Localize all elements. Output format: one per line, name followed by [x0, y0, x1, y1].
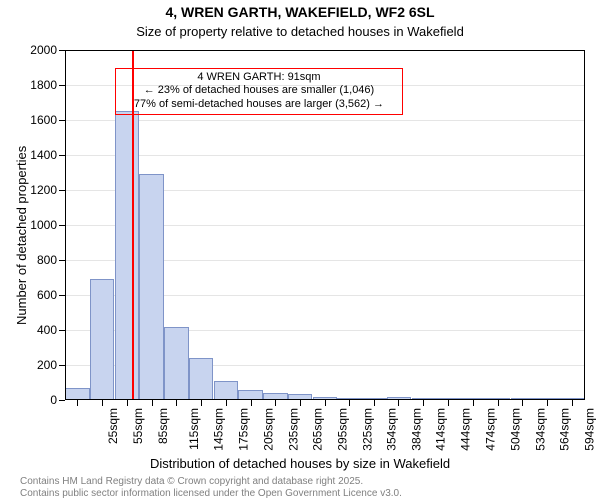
- y-tick-label: 1400: [30, 148, 57, 162]
- histogram-bar: [115, 111, 140, 400]
- x-tick: [498, 400, 499, 406]
- y-tick: [59, 85, 65, 86]
- y-tick: [59, 225, 65, 226]
- histogram-bar: [164, 327, 189, 401]
- x-tick: [448, 400, 449, 406]
- y-tick: [59, 330, 65, 331]
- annotation-line: 77% of semi-detached houses are larger (…: [122, 98, 397, 112]
- x-tick: [77, 400, 78, 406]
- y-tick-label: 1600: [30, 113, 57, 127]
- y-tick-label: 400: [37, 323, 57, 337]
- attribution-line-1: Contains HM Land Registry data © Crown c…: [20, 476, 363, 487]
- x-tick: [152, 400, 153, 406]
- attribution-line-2: Contains public sector information licen…: [20, 488, 402, 499]
- x-tick-label: 474sqm: [484, 408, 498, 451]
- y-tick: [59, 190, 65, 191]
- histogram-bar: [139, 174, 164, 400]
- x-tick-label: 444sqm: [459, 408, 473, 451]
- x-tick: [300, 400, 301, 406]
- y-tick-label: 1800: [30, 78, 57, 92]
- x-tick-label: 504sqm: [508, 408, 522, 451]
- x-tick-label: 564sqm: [558, 408, 572, 451]
- y-tick: [59, 260, 65, 261]
- x-tick-label: 205sqm: [262, 408, 276, 451]
- y-axis-label: Number of detached properties: [14, 146, 29, 325]
- x-tick-label: 265sqm: [311, 408, 325, 451]
- x-tick: [349, 400, 350, 406]
- y-tick-label: 2000: [30, 43, 57, 57]
- histogram-bar: [90, 279, 115, 400]
- histogram-bar: [238, 390, 263, 400]
- x-tick-label: 325sqm: [361, 408, 375, 451]
- annotation-line: ← 23% of detached houses are smaller (1,…: [122, 84, 397, 98]
- y-tick: [59, 120, 65, 121]
- x-tick: [547, 400, 548, 406]
- y-tick-label: 1200: [30, 183, 57, 197]
- histogram-bar: [263, 393, 288, 400]
- chart-subtitle: Size of property relative to detached ho…: [0, 24, 600, 39]
- x-tick: [423, 400, 424, 406]
- y-tick: [59, 50, 65, 51]
- x-tick-label: 145sqm: [212, 408, 226, 451]
- x-tick: [102, 400, 103, 406]
- figure: 4, WREN GARTH, WAKEFIELD, WF2 6SL Size o…: [0, 0, 600, 500]
- y-tick: [59, 400, 65, 401]
- x-tick-label: 85sqm: [156, 408, 170, 444]
- x-tick-label: 354sqm: [385, 408, 399, 451]
- x-tick-label: 25sqm: [106, 408, 120, 444]
- gridline: [65, 155, 585, 156]
- x-tick-label: 534sqm: [533, 408, 547, 451]
- x-tick: [398, 400, 399, 406]
- x-tick: [275, 400, 276, 406]
- y-tick-label: 200: [37, 358, 57, 372]
- x-axis-label: Distribution of detached houses by size …: [0, 456, 600, 471]
- x-tick-label: 235sqm: [286, 408, 300, 451]
- histogram-bar: [65, 388, 90, 400]
- x-tick-label: 295sqm: [336, 408, 350, 451]
- x-tick: [522, 400, 523, 406]
- x-tick: [226, 400, 227, 406]
- y-tick-label: 1000: [30, 218, 57, 232]
- x-tick-label: 414sqm: [434, 408, 448, 451]
- y-tick: [59, 295, 65, 296]
- y-tick-label: 0: [50, 393, 57, 407]
- y-tick-label: 600: [37, 288, 57, 302]
- gridline: [65, 120, 585, 121]
- x-tick-label: 594sqm: [583, 408, 597, 451]
- y-tick: [59, 155, 65, 156]
- x-tick: [325, 400, 326, 406]
- x-tick: [127, 400, 128, 406]
- plot-area: 4 WREN GARTH: 91sqm← 23% of detached hou…: [65, 50, 585, 400]
- x-tick-label: 175sqm: [237, 408, 251, 451]
- annotation-box: 4 WREN GARTH: 91sqm← 23% of detached hou…: [115, 68, 404, 115]
- annotation-line: 4 WREN GARTH: 91sqm: [122, 71, 397, 85]
- histogram-bar: [214, 381, 239, 400]
- x-tick: [374, 400, 375, 406]
- x-tick-label: 384sqm: [409, 408, 423, 451]
- x-tick-label: 115sqm: [186, 408, 200, 450]
- x-tick: [176, 400, 177, 406]
- x-tick: [473, 400, 474, 406]
- x-tick: [201, 400, 202, 406]
- histogram-bar: [189, 358, 214, 400]
- x-tick: [572, 400, 573, 406]
- chart-title: 4, WREN GARTH, WAKEFIELD, WF2 6SL: [0, 4, 600, 20]
- x-tick-label: 55sqm: [131, 408, 145, 444]
- y-tick: [59, 365, 65, 366]
- y-tick-label: 800: [37, 253, 57, 267]
- x-tick: [251, 400, 252, 406]
